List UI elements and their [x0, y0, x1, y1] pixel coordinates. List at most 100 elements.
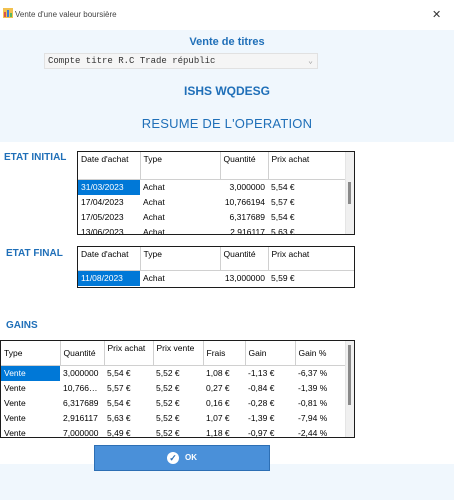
column-header[interactable]: Quantité: [60, 341, 105, 366]
cell-gain[interactable]: -1,13 €: [248, 368, 275, 378]
table-row[interactable]: Vente 2,916117 5,63 € 5,52 € 1,07 € -1,3…: [1, 411, 346, 426]
ok-button[interactable]: ✓ OK: [94, 445, 270, 471]
column-header[interactable]: Prix achat: [268, 152, 349, 180]
cell-sell-price[interactable]: 5,52 €: [156, 428, 180, 438]
cell-sell-price[interactable]: 5,52 €: [156, 383, 180, 393]
cell-gain-percent[interactable]: -7,94 %: [298, 413, 328, 423]
table-row[interactable]: 31/03/2023 Achat 3,000000 5,54 €: [78, 179, 348, 195]
column-header[interactable]: Prix achat: [104, 341, 154, 366]
cell-gain[interactable]: -0,28 €: [248, 398, 275, 408]
cell-quantity[interactable]: 7,000000: [63, 428, 99, 438]
gains-grid[interactable]: Type Quantité Prix achat Prix vente Frai…: [0, 340, 355, 438]
cell-gain-percent[interactable]: -1,39 %: [298, 383, 328, 393]
cell-quantity[interactable]: 3,000000: [63, 368, 99, 378]
security-name: ISHS WQDESG: [183, 84, 270, 98]
cell-quantity[interactable]: 13,000000: [224, 273, 265, 283]
cell-quantity[interactable]: 6,317689: [229, 212, 265, 222]
cell-buy-price[interactable]: 5,54 €: [107, 398, 131, 408]
column-header[interactable]: Date d'achat: [78, 152, 141, 180]
cell-gain[interactable]: -0,97 €: [248, 428, 275, 438]
cell-type[interactable]: Vente: [4, 413, 26, 423]
cell-date[interactable]: 17/04/2023: [81, 197, 124, 207]
etat-initial-label: ETAT INITIAL: [4, 152, 67, 163]
cell-type[interactable]: Achat: [143, 182, 165, 192]
cell-date[interactable]: 13/06/2023: [81, 227, 124, 235]
column-header[interactable]: Quantité: [220, 247, 269, 271]
column-header[interactable]: Date d'achat: [78, 247, 141, 271]
table-row[interactable]: Vente 3,000000 5,54 € 5,52 € 1,08 € -1,1…: [1, 365, 346, 381]
cell-buy-price[interactable]: 5,49 €: [107, 428, 131, 438]
cell-sell-price[interactable]: 5,52 €: [156, 398, 180, 408]
column-header[interactable]: Gain: [245, 341, 296, 366]
gains-label: GAINS: [6, 320, 38, 331]
column-header[interactable]: Prix vente: [153, 341, 204, 366]
close-icon[interactable]: ✕: [432, 9, 442, 21]
cell-quantity[interactable]: 10,766194: [224, 197, 265, 207]
cell-price[interactable]: 5,63 €: [271, 227, 295, 235]
account-select[interactable]: Compte titre R.C Trade républic ⌄: [44, 53, 318, 69]
cell-fees[interactable]: 1,08 €: [206, 368, 230, 378]
cell-type[interactable]: Vente: [1, 365, 60, 381]
table-row[interactable]: 13/06/2023 Achat 2,916117 5,63 €: [78, 225, 348, 235]
cell-gain-percent[interactable]: -0,81 %: [298, 398, 328, 408]
column-header[interactable]: Prix achat: [268, 247, 354, 271]
header-band: [0, 30, 454, 142]
cell-gain-percent[interactable]: -6,37 %: [298, 368, 328, 378]
cell-type[interactable]: Achat: [143, 273, 165, 283]
cell-type[interactable]: Achat: [143, 212, 165, 222]
etat-final-label: ETAT FINAL: [6, 248, 63, 259]
cell-buy-price[interactable]: 5,57 €: [107, 383, 131, 393]
cell-quantity[interactable]: 2,916117: [230, 227, 265, 235]
cell-buy-price[interactable]: 5,54 €: [107, 368, 131, 378]
table-row[interactable]: Vente 10,766… 5,57 € 5,52 € 0,27 € -0,84…: [1, 381, 346, 396]
vertical-scrollbar[interactable]: [345, 152, 354, 234]
table-row[interactable]: Vente 6,317689 5,54 € 5,52 € 0,16 € -0,2…: [1, 396, 346, 411]
cell-buy-price[interactable]: 5,63 €: [107, 413, 131, 423]
cell-price[interactable]: 5,54 €: [271, 182, 295, 192]
cell-date[interactable]: 17/05/2023: [81, 212, 124, 222]
summary-title: RESUME DE L'OPERATION: [141, 116, 313, 131]
column-header[interactable]: Type: [140, 152, 221, 180]
vertical-scrollbar[interactable]: [345, 341, 354, 437]
cell-price[interactable]: 5,59 €: [271, 273, 295, 283]
column-header[interactable]: Type: [140, 247, 221, 271]
cell-price[interactable]: 5,57 €: [271, 197, 295, 207]
cell-quantity[interactable]: 6,317689: [63, 398, 99, 408]
column-header[interactable]: Type: [1, 341, 61, 366]
cell-fees[interactable]: 1,07 €: [206, 413, 230, 423]
cell-type[interactable]: Achat: [143, 197, 165, 207]
cell-fees[interactable]: 0,16 €: [206, 398, 230, 408]
check-icon: ✓: [167, 451, 179, 464]
ok-button-label: OK: [185, 453, 197, 462]
cell-price[interactable]: 5,54 €: [271, 212, 295, 222]
column-header[interactable]: Quantité: [220, 152, 269, 180]
cell-type[interactable]: Vente: [4, 383, 26, 393]
column-header[interactable]: Frais: [203, 341, 246, 366]
cell-sell-price[interactable]: 5,52 €: [156, 368, 180, 378]
scrollbar-thumb[interactable]: [348, 345, 351, 405]
cell-gain-percent[interactable]: -2,44 %: [298, 428, 328, 438]
cell-fees[interactable]: 0,27 €: [206, 383, 230, 393]
scrollbar-thumb[interactable]: [348, 182, 351, 204]
cell-type[interactable]: Achat: [143, 227, 165, 235]
window-title: Vente d'une valeur boursière: [15, 10, 117, 19]
cell-sell-price[interactable]: 5,52 €: [156, 413, 180, 423]
table-row[interactable]: 11/08/2023 Achat 13,000000 5,59 €: [78, 270, 354, 286]
cell-quantity[interactable]: 2,916117: [63, 413, 98, 423]
cell-gain[interactable]: -1,39 €: [248, 413, 275, 423]
column-header[interactable]: Gain %: [295, 341, 347, 366]
cell-type[interactable]: Vente: [4, 428, 26, 438]
table-row[interactable]: 17/05/2023 Achat 6,317689 5,54 €: [78, 210, 348, 225]
cell-quantity[interactable]: 3,000000: [229, 182, 265, 192]
cell-gain[interactable]: -0,84 €: [248, 383, 275, 393]
cell-date[interactable]: 31/03/2023: [78, 179, 140, 195]
cell-fees[interactable]: 1,18 €: [206, 428, 230, 438]
etat-initial-grid[interactable]: Date d'achat Type Quantité Prix achat 31…: [77, 151, 355, 235]
etat-final-grid[interactable]: Date d'achat Type Quantité Prix achat 11…: [77, 246, 355, 288]
cell-quantity[interactable]: 10,766…: [63, 383, 98, 393]
table-row[interactable]: Vente 7,000000 5,49 € 5,52 € 1,18 € -0,9…: [1, 426, 346, 438]
cell-type[interactable]: Vente: [4, 398, 26, 408]
table-row[interactable]: 17/04/2023 Achat 10,766194 5,57 €: [78, 195, 348, 210]
chevron-down-icon: ⌄: [308, 57, 313, 66]
cell-date[interactable]: 11/08/2023: [78, 270, 140, 286]
